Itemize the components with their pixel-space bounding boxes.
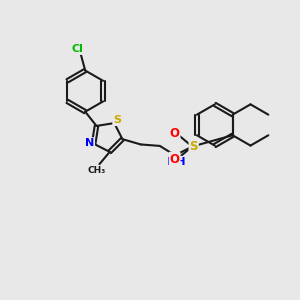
Text: N: N bbox=[85, 138, 94, 148]
Text: S: S bbox=[113, 115, 121, 125]
Text: CH₃: CH₃ bbox=[88, 166, 106, 175]
Text: O: O bbox=[169, 127, 179, 140]
Text: Cl: Cl bbox=[71, 44, 83, 54]
Text: S: S bbox=[189, 140, 198, 153]
Text: O: O bbox=[169, 153, 179, 166]
Text: NH: NH bbox=[167, 157, 185, 167]
